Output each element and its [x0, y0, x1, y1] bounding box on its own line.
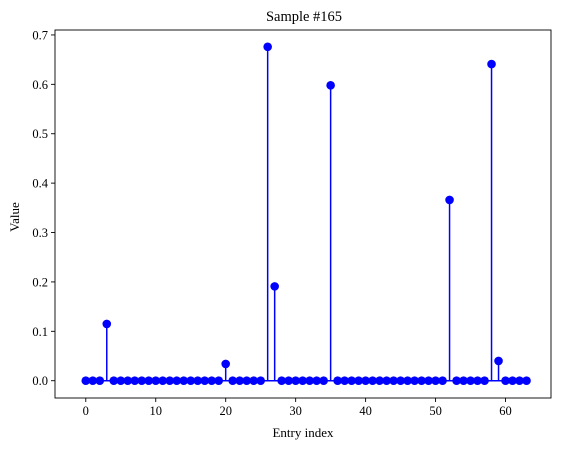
stem-marker — [298, 376, 307, 386]
stem-marker — [179, 376, 189, 386]
stem-marker — [291, 376, 300, 386]
stem-marker — [410, 376, 419, 386]
stem-marker — [438, 376, 447, 386]
y-axis-label: Value — [7, 202, 22, 232]
axes: 0 10 20 30 40 50 60 0.0 0.1 0.2 0.3 0.4 0.5 0.6 0.7 — [32, 28, 552, 418]
stem-marker — [284, 376, 293, 386]
stem-marker — [249, 376, 258, 386]
stem-marker — [172, 376, 182, 386]
stem-marker — [389, 376, 398, 386]
stem-marker — [116, 376, 126, 386]
stem-marker — [480, 376, 489, 386]
stem-marker — [382, 376, 391, 386]
stem-marker — [228, 376, 237, 386]
x-axis-label: Entry index — [272, 425, 334, 440]
stem-marker — [221, 359, 230, 369]
stem-marker — [445, 195, 454, 205]
y-tick-label: 0.1 — [32, 325, 48, 339]
stem-marker — [501, 376, 510, 386]
y-tick-label: 0.2 — [32, 275, 48, 289]
stem-marker — [466, 376, 475, 386]
stem-marker — [109, 376, 119, 386]
stem-marker — [144, 376, 154, 386]
stem-marker — [270, 282, 279, 291]
stem-marker — [158, 376, 168, 386]
stem-marker — [123, 376, 133, 386]
stem-marker — [522, 376, 531, 386]
stem-marker — [459, 376, 468, 386]
stem-marker — [508, 376, 517, 386]
stem-marker — [368, 376, 377, 386]
x-tick-label: 60 — [499, 404, 512, 418]
stem-marker — [375, 376, 384, 386]
stem-marker — [130, 376, 140, 386]
stem-marker — [361, 376, 370, 386]
y-tick-label: 0.7 — [32, 28, 48, 42]
stem-marker — [263, 42, 272, 52]
y-tick-label: 0.0 — [32, 374, 48, 388]
stem-marker — [487, 59, 496, 69]
y-tick-label: 0.5 — [32, 127, 48, 141]
x-tick-label: 10 — [149, 404, 162, 418]
stem-marker — [137, 376, 147, 386]
stem-marker — [102, 319, 112, 329]
y-tick-label: 0.6 — [32, 78, 48, 92]
stem-marker — [214, 376, 224, 386]
stem-marker — [256, 376, 265, 386]
stem-marker — [347, 376, 356, 386]
stem-marker — [333, 376, 342, 386]
stem-marker — [207, 376, 217, 386]
stem-marker — [305, 376, 314, 386]
x-tick-label: 30 — [289, 404, 302, 418]
y-tick-label: 0.4 — [32, 177, 48, 191]
stem-marker — [417, 376, 426, 386]
x-tick-label: 20 — [219, 404, 232, 418]
stem-marker — [326, 81, 335, 90]
x-tick-label: 50 — [429, 404, 442, 418]
stem-marker — [319, 376, 328, 386]
stem-marker — [340, 376, 349, 386]
stem-marker — [235, 376, 244, 386]
plot-area — [81, 42, 531, 386]
stem-marker — [431, 376, 440, 386]
stem-marker — [95, 376, 105, 386]
stem-marker — [277, 376, 286, 386]
stem-marker — [515, 376, 524, 386]
stem-marker — [452, 376, 461, 386]
chart-title: Sample #165 — [266, 9, 342, 25]
stem-marker — [200, 376, 210, 386]
stem-marker — [242, 376, 251, 386]
stem-marker — [424, 376, 433, 386]
x-tick-label: 0 — [83, 404, 89, 418]
stem-marker — [165, 376, 175, 386]
plot-frame — [54, 29, 552, 399]
stem-marker — [186, 376, 196, 386]
stem-marker — [151, 376, 161, 386]
stem-marker — [473, 376, 482, 386]
stem-marker — [403, 376, 412, 386]
stem-marker — [354, 376, 363, 386]
stem-marker — [312, 376, 321, 386]
x-tick-label: 40 — [359, 404, 372, 418]
stem-marker — [494, 356, 503, 366]
stem-marker — [396, 376, 405, 386]
stem-marker — [193, 376, 203, 386]
y-tick-label: 0.3 — [32, 226, 48, 240]
stem-marker — [81, 376, 91, 386]
stem-marker — [88, 376, 98, 386]
